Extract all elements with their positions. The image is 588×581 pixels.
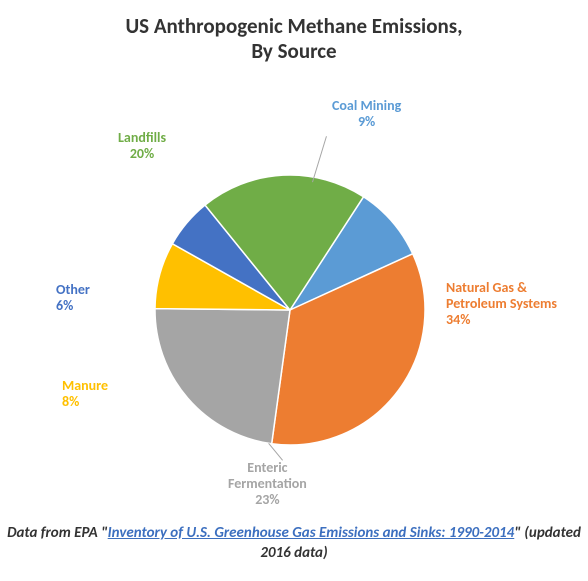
slice-label: Natural Gas & Petroleum Systems 34% [446,280,557,328]
slice-label: Other 6% [56,282,90,314]
chart-container: US Anthropogenic Methane Emissions, By S… [0,0,588,581]
slice-label: Enteric Fermentation 23% [228,460,307,508]
caption: Data from EPA "Inventory of U.S. Greenho… [0,523,588,564]
slice-label: Coal Mining 9% [332,98,401,130]
pie-slice-enteric-fermentation [155,309,290,444]
slice-label: Landfills 20% [118,130,166,162]
caption-link[interactable]: Inventory of U.S. Greenhouse Gas Emissio… [108,524,515,542]
caption-prefix: Data from EPA " [7,524,108,542]
slice-label: Manure 8% [62,378,108,410]
